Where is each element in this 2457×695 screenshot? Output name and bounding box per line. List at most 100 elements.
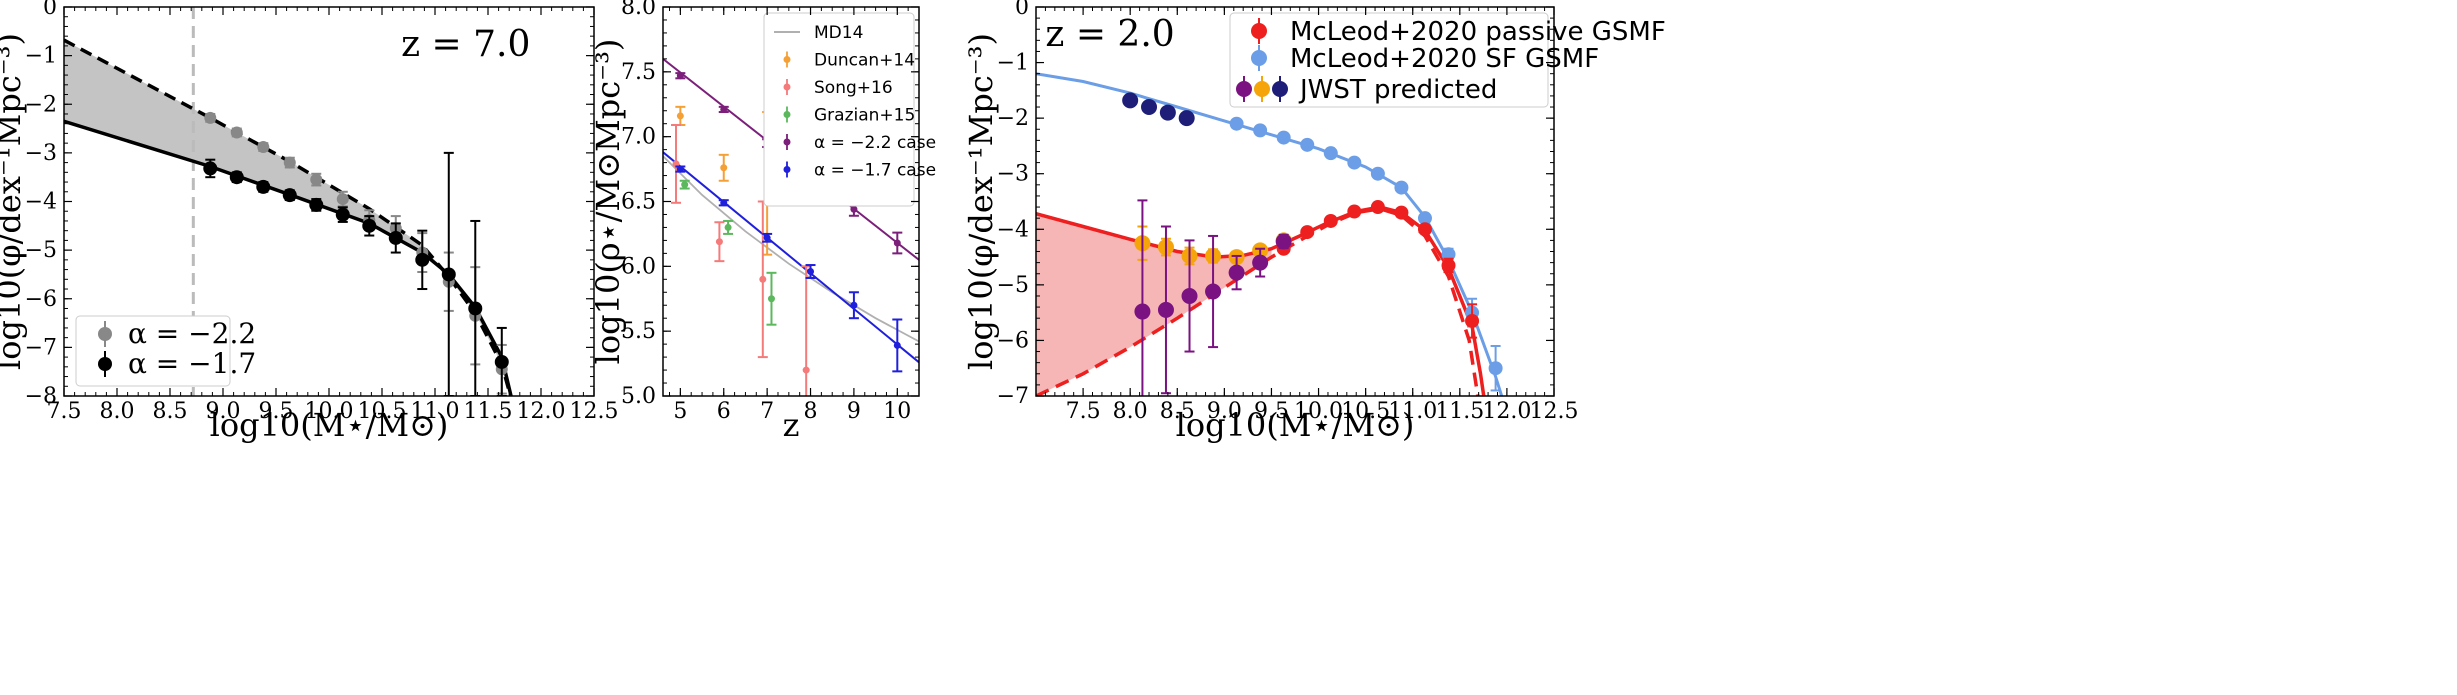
y-tick-label: 0 [43,0,57,20]
legend-label: α = −2.2 [128,317,256,350]
mcleod-sf-point [1370,166,1385,181]
duncan14-point [720,164,728,172]
y-tick-label: −7 [997,384,1029,409]
x-tick-label: 12.5 [570,399,619,424]
mcleod-passive-point [1370,200,1385,215]
alpha-2.2-case-point [893,239,901,247]
y-tick-label: −2 [997,106,1029,131]
alpha-2.2-case-point [720,105,728,113]
mcleod-passive-point [1394,205,1409,220]
x-tick-label: 8 [804,399,818,424]
shaded-range [1036,213,1272,396]
x-tick-label: 9 [847,399,861,424]
legend-marker [1254,81,1270,97]
jwst-passive-steep-point [1205,283,1222,300]
redshift-annotation: z = 2.0 [1045,14,1174,55]
x-tick-label: 10.5 [358,399,407,424]
grazian15-point [681,181,689,189]
jwst-passive-steep-point [1275,233,1292,250]
x-axis-label: log10(M⋆/M⊙) [210,406,449,444]
alpha-2.2-point [230,126,243,139]
y-tick-label: 7.5 [621,60,656,85]
y-tick-label: −1 [25,44,57,69]
x-tick-label: 10.0 [1294,399,1343,424]
legend-label: α = −2.2 case [814,133,936,153]
jwst-sf-point [1178,110,1195,127]
x-tick-label: 12.5 [1530,399,1579,424]
alpha-1.7-case-point [893,341,901,349]
jwst-passive-steep-point [1157,301,1174,318]
jwst-sf-point [1141,99,1158,116]
alpha-2.2-point [257,141,270,154]
mcleod-passive-point [1347,204,1362,219]
legend-box [763,12,915,207]
mcleod-passive-point [1465,313,1480,328]
alpha-1.7-point [388,230,403,245]
x-axis-label: log10(M⋆/M⊙) [1176,406,1415,444]
x-tick-label: 10.0 [305,399,354,424]
y-tick-label: 6.0 [621,254,656,279]
y-tick-label: −3 [25,141,57,166]
alpha-1.7-point [441,267,456,282]
y-axis-label: log10(φ/dex⁻¹Mpc⁻³) [0,33,28,370]
y-tick-label: 5.0 [621,384,656,409]
mcleod-passive-point [1417,222,1432,237]
legend-label: Song+16 [814,78,893,98]
y-tick-label: 8.0 [621,0,656,20]
y-tick-label: −4 [25,190,57,215]
mcleod-sf-point [1347,155,1362,170]
legend-marker [783,83,791,91]
x-tick-label: 10.5 [1341,399,1390,424]
legend-panel-1: α = −2.2α = −1.7 [75,315,256,387]
song16-point [802,366,810,374]
x-tick-label: 12.0 [517,399,566,424]
legend-label: α = −1.7 [128,347,256,380]
mcleod-sf-point [1300,137,1315,152]
mcleod-passive-point [1300,225,1315,240]
alpha-1.7-point [309,197,324,212]
x-tick-label: 11.0 [411,399,460,424]
y-tick-label: −3 [997,162,1029,187]
mcleod-sf-point [1323,146,1338,161]
panel-3: z = 2.0 McLeod+2020 passive GSMFMcLeod+20… [1036,12,1666,396]
legend-label: α = −1.7 case [814,161,936,181]
panel-2-axes: 5 6 7 8 9 10 5.0 5.5 6.0 6.5 7.0 7.5 8.0 z log10(ρ⋆/M⊙… [589,0,920,444]
y-tick-label: 5.5 [621,319,656,344]
song16-point [759,275,767,283]
legend-label: Duncan+14 [814,51,915,71]
legend-panel-2: MD14 Duncan+14 Song+16 Grazian+15 α = −2.2 c… [763,12,936,207]
x-tick-label: 12.0 [1482,399,1531,424]
x-tick-label: 7.5 [1066,399,1101,424]
alpha-1.7-case-line [663,151,919,364]
grazian15-point [767,295,775,303]
x-tick-label: 6 [717,399,731,424]
alpha-1.7-point [282,188,297,203]
x-tick-label: 8.5 [153,399,188,424]
legend-marker [98,327,112,341]
jwst-sf-point [1122,92,1139,109]
x-tick-label: 8.0 [1113,399,1148,424]
alpha-2.2-point [204,111,217,124]
panel-3-plot-area [1036,72,1504,396]
alpha-2.2-case-point [850,205,858,213]
legend-box [75,315,231,387]
mcleod-sf-point [1417,211,1432,226]
x-tick-label: 9.0 [1207,399,1242,424]
duncan14-point [676,112,684,120]
alpha-2.2-case-point [676,72,684,80]
y-axis-label: log10(ρ⋆/M⊙Mpc⁻³) [589,39,627,365]
x-tick-label: 11.5 [1435,399,1484,424]
md14-line [663,155,919,343]
grazian15-point [724,223,732,231]
legend-box [1229,12,1549,108]
legend-marker [1251,50,1267,66]
jwst-sf-point [1159,104,1176,121]
legend-marker [1251,23,1267,39]
alpha-2.2-point [283,156,296,169]
jwst-passive-steep-point [1228,264,1245,281]
alpha-1.7-point [362,218,377,233]
y-tick-label: −8 [25,384,57,409]
mcleod-sf-point [1253,123,1268,138]
mcleod-sf-point [1276,130,1291,145]
